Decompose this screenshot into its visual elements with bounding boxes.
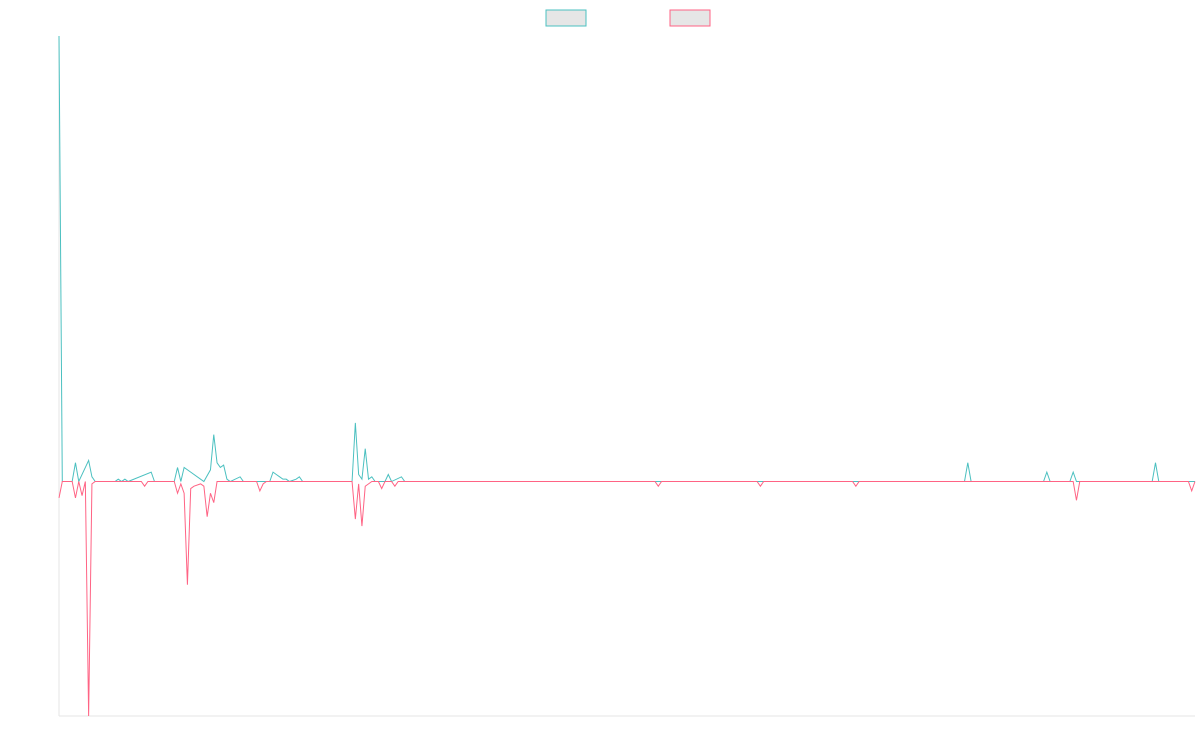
series-line-2 <box>58 481 1196 717</box>
legend-swatch-1[interactable] <box>545 9 587 27</box>
legend-swatch-2[interactable] <box>669 9 711 27</box>
series-line-1 <box>58 35 1195 484</box>
